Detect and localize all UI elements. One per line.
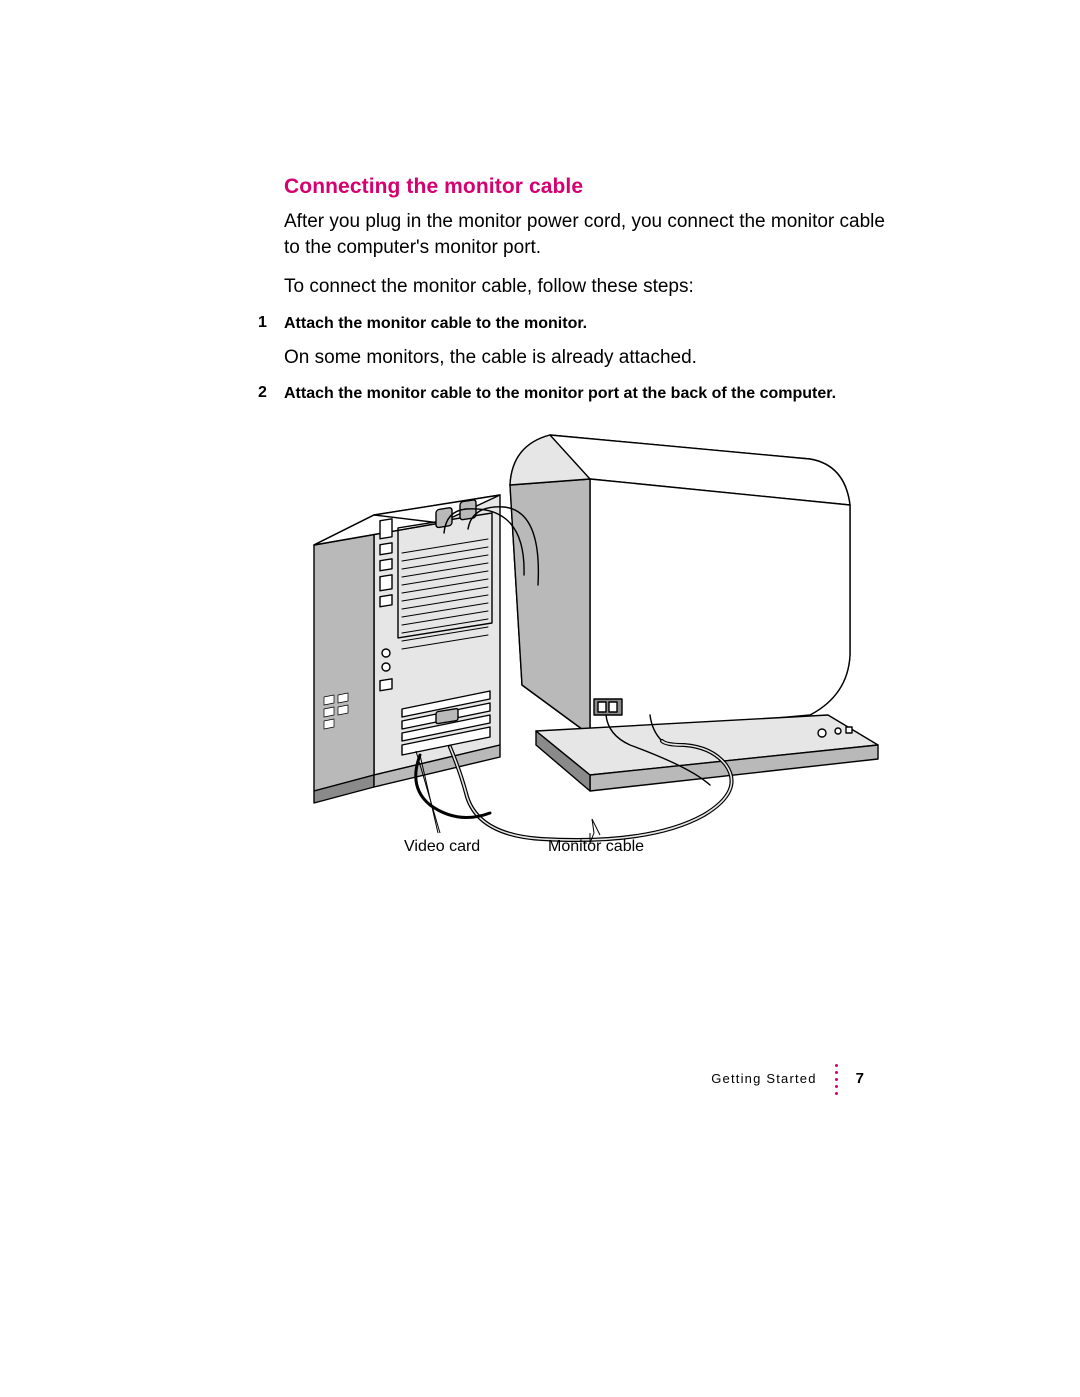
- section-heading: Connecting the monitor cable: [284, 175, 894, 199]
- page-content: Connecting the monitor cable After you p…: [284, 175, 894, 875]
- step-number: 1: [258, 314, 267, 332]
- callout-video-card: Video card: [404, 838, 480, 856]
- lead-in-paragraph: To connect the monitor cable, follow the…: [284, 274, 894, 300]
- step-1: 1 Attach the monitor cable to the monito…: [284, 314, 894, 370]
- page-footer: Getting Started 7: [711, 1063, 864, 1094]
- intro-paragraph: After you plug in the monitor power cord…: [284, 209, 894, 260]
- figure: Video card Monitor cable: [290, 415, 890, 875]
- step-number: 2: [258, 384, 267, 402]
- step-instruction: Attach the monitor cable to the monitor …: [284, 384, 894, 405]
- step-2: 2 Attach the monitor cable to the monito…: [284, 384, 894, 405]
- step-instruction: Attach the monitor cable to the monitor.: [284, 314, 894, 335]
- callout-monitor-cable: Monitor cable: [548, 838, 644, 856]
- footer-page-number: 7: [856, 1070, 864, 1087]
- monitor-cable-illustration: [290, 415, 890, 875]
- step-note: On some monitors, the cable is already a…: [284, 345, 894, 371]
- footer-chapter: Getting Started: [711, 1071, 816, 1086]
- footer-dots-icon: [835, 1064, 838, 1095]
